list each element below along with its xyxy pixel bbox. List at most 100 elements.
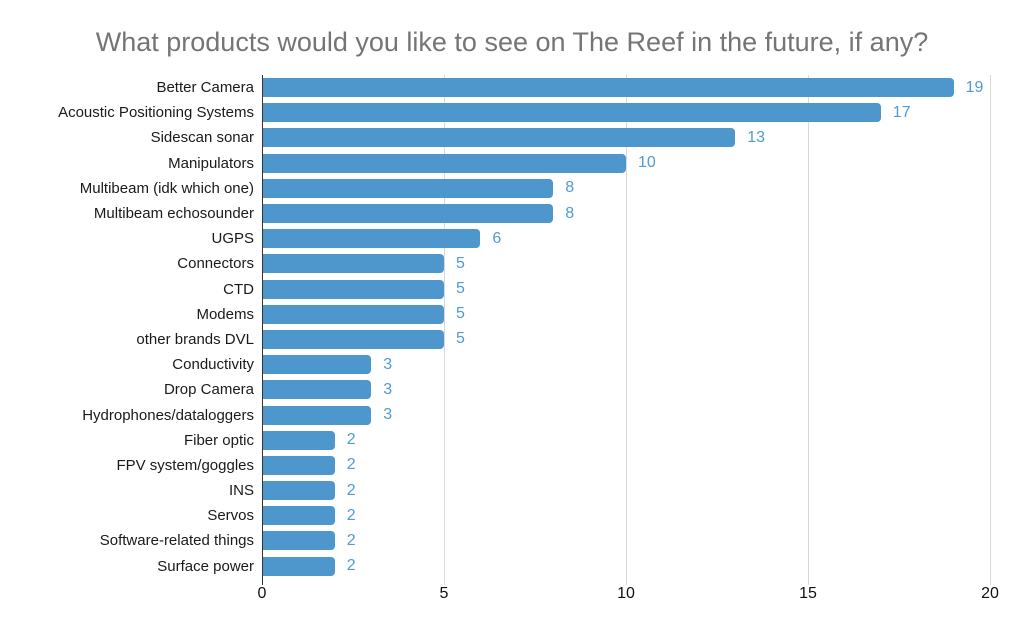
- bar-row: 13: [262, 125, 990, 150]
- bar: [262, 254, 444, 274]
- plot-area: 19 17 13 10 8 8 6 5 5 5 5 3 3 3 2 2 2 2 2 2: [262, 75, 991, 585]
- bar-row: 2: [262, 478, 990, 503]
- x-axis-tick-label: 0: [257, 585, 267, 602]
- bar: [262, 556, 335, 576]
- category-label: Conductivity: [172, 356, 254, 374]
- category-label: Connectors: [177, 255, 254, 273]
- x-axis-tick-label: 5: [439, 585, 449, 602]
- category-label: Multibeam (idk which one): [79, 179, 254, 197]
- category-label: Surface power: [157, 557, 254, 575]
- category-label: CTD: [223, 280, 254, 298]
- category-label: Better Camera: [156, 79, 254, 97]
- gridline: [990, 75, 991, 579]
- category-label: FPV system/goggles: [116, 456, 254, 474]
- bar-value-label: 5: [456, 280, 465, 298]
- bar: [262, 128, 736, 148]
- bar-value-label: 8: [565, 204, 575, 222]
- bar: [262, 329, 444, 349]
- bar-value-label: 2: [346, 531, 356, 549]
- bar-chart: Better Camera Acoustic Positioning System…: [0, 75, 1024, 585]
- bar-value-label: 5: [456, 330, 465, 348]
- bar-value-label: 3: [383, 355, 393, 373]
- bar: [262, 455, 335, 475]
- bar: [262, 506, 335, 526]
- gridline: [808, 75, 809, 579]
- axis-tick: [990, 579, 991, 585]
- category-label: Multibeam echosounder: [93, 205, 254, 223]
- bar-row: 2: [262, 503, 990, 528]
- category-label: Acoustic Positioning Systems: [58, 104, 254, 122]
- category-label: Servos: [207, 507, 254, 525]
- bar-value-label: 2: [346, 506, 356, 524]
- bar: [262, 304, 444, 324]
- gridline: [444, 75, 445, 579]
- bar: [262, 279, 444, 299]
- bar-row: 8: [262, 176, 990, 201]
- bar-row: 5: [262, 251, 990, 276]
- category-label: UGPS: [211, 230, 254, 248]
- bar: [262, 204, 554, 224]
- bar-value-label: 2: [346, 557, 356, 575]
- bar-row: 5: [262, 302, 990, 327]
- bar-row: 2: [262, 528, 990, 553]
- bar-row: 3: [262, 402, 990, 427]
- category-label: Fiber optic: [183, 431, 254, 449]
- bar-row: 2: [262, 428, 990, 453]
- category-label: Software-related things: [99, 532, 254, 550]
- category-label: Manipulators: [168, 154, 254, 172]
- bar-value-label: 2: [346, 456, 356, 474]
- category-labels: Better Camera Acoustic Positioning System…: [0, 75, 262, 579]
- category-label: INS: [228, 482, 254, 500]
- bar-value-label: 2: [346, 481, 356, 499]
- bar-value-label: 5: [456, 254, 465, 272]
- bar-row: 5: [262, 327, 990, 352]
- bar-row: 17: [262, 100, 990, 125]
- bar: [262, 178, 554, 198]
- y-axis-line: [262, 75, 263, 585]
- bar-row: 2: [262, 554, 990, 579]
- bar: [262, 531, 335, 551]
- bar-row: 2: [262, 453, 990, 478]
- bar-row: 5: [262, 277, 990, 302]
- bar-value-label: 19: [965, 78, 984, 96]
- bar-value-label: 2: [346, 431, 356, 449]
- x-axis-tick-label: 10: [617, 585, 635, 602]
- bar-value-label: 17: [892, 103, 911, 121]
- bar-row: 6: [262, 226, 990, 251]
- bar-value-label: 10: [638, 154, 656, 172]
- bar: [262, 78, 954, 98]
- bar-rows: 19 17 13 10 8 8 6 5 5 5 5 3 3 3 2 2 2 2 2 2: [262, 75, 990, 579]
- bar-value-label: 3: [383, 380, 393, 398]
- category-label: Drop Camera: [163, 381, 254, 399]
- bar: [262, 430, 335, 450]
- category-label: Sidescan sonar: [150, 129, 254, 147]
- bar-row: 10: [262, 151, 990, 176]
- bar-row: 8: [262, 201, 990, 226]
- bar-row: 3: [262, 352, 990, 377]
- bar-row: 3: [262, 377, 990, 402]
- category-label: Modems: [196, 305, 254, 323]
- bar-value-label: 3: [383, 406, 393, 424]
- axis-tick: [808, 579, 809, 585]
- bar: [262, 229, 481, 249]
- x-axis: 0 5 10 15 20: [258, 585, 999, 605]
- chart-title: What products would you like to see on T…: [95, 27, 929, 57]
- axis-tick: [444, 579, 445, 585]
- bar-value-label: 13: [747, 128, 765, 146]
- bar: [262, 153, 626, 173]
- bar-row: 19: [262, 75, 990, 100]
- bar: [262, 405, 372, 425]
- gridline: [626, 75, 627, 579]
- bar: [262, 380, 372, 400]
- bar: [262, 103, 881, 123]
- axis-tick: [626, 579, 627, 585]
- category-label: Hydrophones/dataloggers: [82, 406, 254, 424]
- bar-value-label: 6: [492, 229, 502, 247]
- bar-value-label: 5: [456, 305, 465, 323]
- bar: [262, 481, 335, 501]
- bar-value-label: 8: [565, 179, 575, 197]
- bar: [262, 355, 372, 375]
- x-axis-tick-label: 20: [981, 585, 999, 602]
- category-label: other brands DVL: [136, 330, 254, 348]
